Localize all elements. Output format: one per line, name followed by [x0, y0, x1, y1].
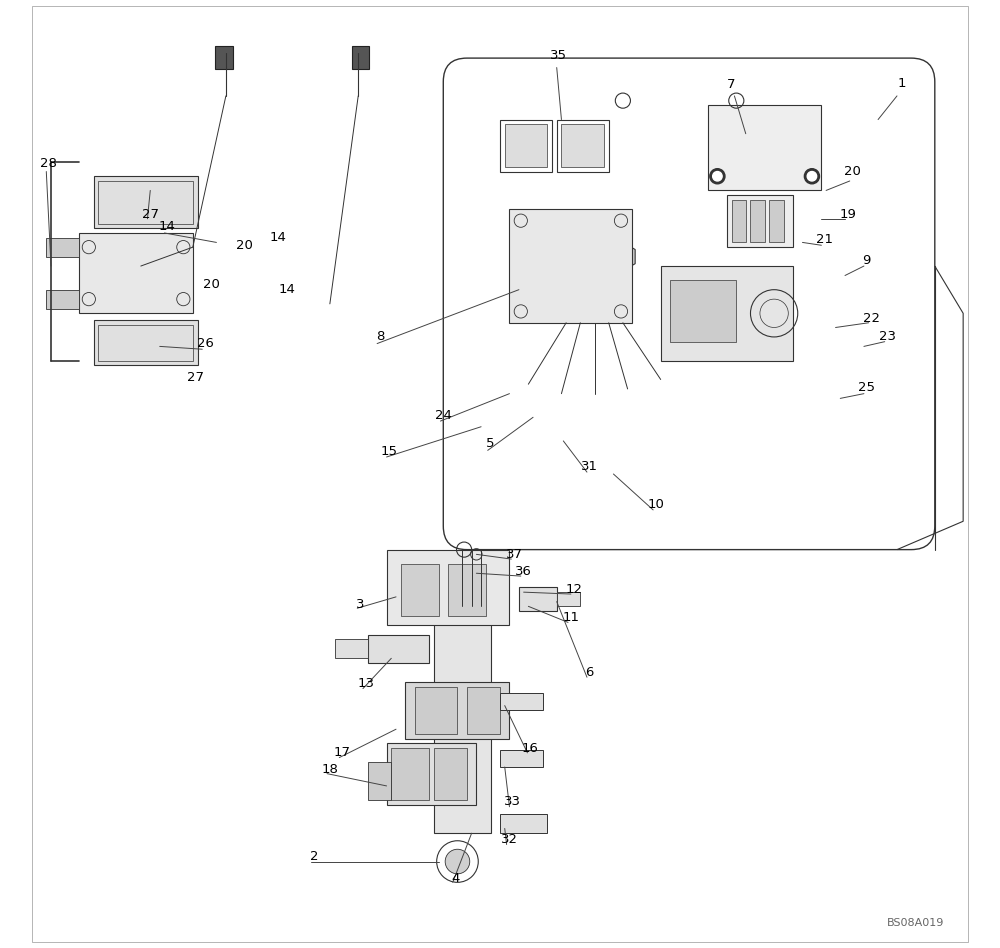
Bar: [557, 119, 609, 172]
Circle shape: [807, 172, 817, 181]
Text: 15: 15: [381, 445, 398, 458]
Bar: [467, 686, 500, 734]
Text: 11: 11: [562, 611, 579, 624]
Text: 20: 20: [203, 279, 220, 291]
Text: 12: 12: [565, 583, 582, 595]
Bar: [405, 682, 509, 738]
Text: 3: 3: [356, 598, 364, 611]
Text: 24: 24: [435, 409, 452, 422]
Text: 17: 17: [334, 746, 351, 759]
Bar: [661, 266, 793, 360]
Bar: [401, 564, 439, 616]
Text: 18: 18: [321, 763, 338, 776]
Circle shape: [445, 849, 470, 874]
Bar: [509, 210, 632, 322]
Text: 36: 36: [515, 565, 532, 578]
Text: 9: 9: [863, 254, 871, 267]
Text: 5: 5: [486, 437, 495, 450]
Bar: [387, 743, 476, 805]
Text: 26: 26: [197, 337, 214, 350]
Bar: [387, 550, 509, 626]
Text: 6: 6: [586, 666, 594, 679]
Bar: [46, 238, 79, 257]
Bar: [98, 181, 193, 224]
Bar: [448, 564, 486, 616]
Bar: [708, 105, 821, 191]
Text: 8: 8: [376, 331, 384, 343]
Bar: [670, 281, 736, 341]
Bar: [732, 200, 746, 243]
Text: 25: 25: [858, 380, 875, 393]
Bar: [769, 200, 784, 243]
Bar: [557, 592, 580, 607]
Text: 27: 27: [187, 371, 204, 384]
Text: 28: 28: [40, 157, 57, 171]
Bar: [500, 693, 543, 710]
Bar: [500, 119, 552, 172]
Text: 2: 2: [310, 850, 318, 864]
Circle shape: [710, 169, 725, 184]
Circle shape: [804, 169, 819, 184]
Text: 37: 37: [506, 548, 523, 561]
Text: 35: 35: [550, 48, 567, 62]
Bar: [94, 176, 198, 228]
Bar: [368, 762, 391, 800]
Bar: [500, 814, 547, 833]
Text: 14: 14: [269, 231, 286, 245]
Bar: [335, 639, 368, 658]
Text: 20: 20: [236, 239, 253, 252]
Text: 22: 22: [863, 312, 880, 324]
Text: 16: 16: [522, 741, 539, 755]
Bar: [727, 195, 793, 247]
Bar: [500, 750, 543, 767]
Text: 13: 13: [357, 677, 374, 690]
Bar: [368, 635, 429, 663]
Bar: [434, 569, 491, 833]
Text: 14: 14: [159, 220, 176, 233]
Polygon shape: [611, 243, 635, 271]
Text: 23: 23: [879, 331, 896, 343]
Text: 32: 32: [501, 833, 518, 847]
Bar: [215, 46, 233, 69]
Text: 20: 20: [844, 165, 861, 178]
Text: 27: 27: [142, 208, 159, 221]
Bar: [352, 46, 369, 69]
Bar: [94, 319, 198, 365]
Text: 21: 21: [816, 233, 833, 246]
Text: 19: 19: [839, 208, 856, 221]
Bar: [98, 324, 193, 360]
Text: 10: 10: [648, 498, 664, 511]
Circle shape: [713, 172, 722, 181]
Text: 31: 31: [581, 460, 598, 473]
Bar: [750, 200, 765, 243]
Text: 14: 14: [279, 283, 296, 296]
Bar: [434, 748, 467, 800]
Bar: [391, 748, 429, 800]
Text: BS08A019: BS08A019: [887, 918, 944, 928]
Bar: [519, 588, 557, 611]
Text: 33: 33: [504, 795, 521, 809]
Bar: [415, 686, 457, 734]
Bar: [46, 290, 79, 309]
Text: 1: 1: [897, 77, 906, 90]
Bar: [505, 124, 547, 167]
Text: 4: 4: [451, 872, 460, 885]
Bar: [561, 124, 604, 167]
Bar: [79, 233, 193, 313]
Text: 7: 7: [727, 78, 736, 91]
